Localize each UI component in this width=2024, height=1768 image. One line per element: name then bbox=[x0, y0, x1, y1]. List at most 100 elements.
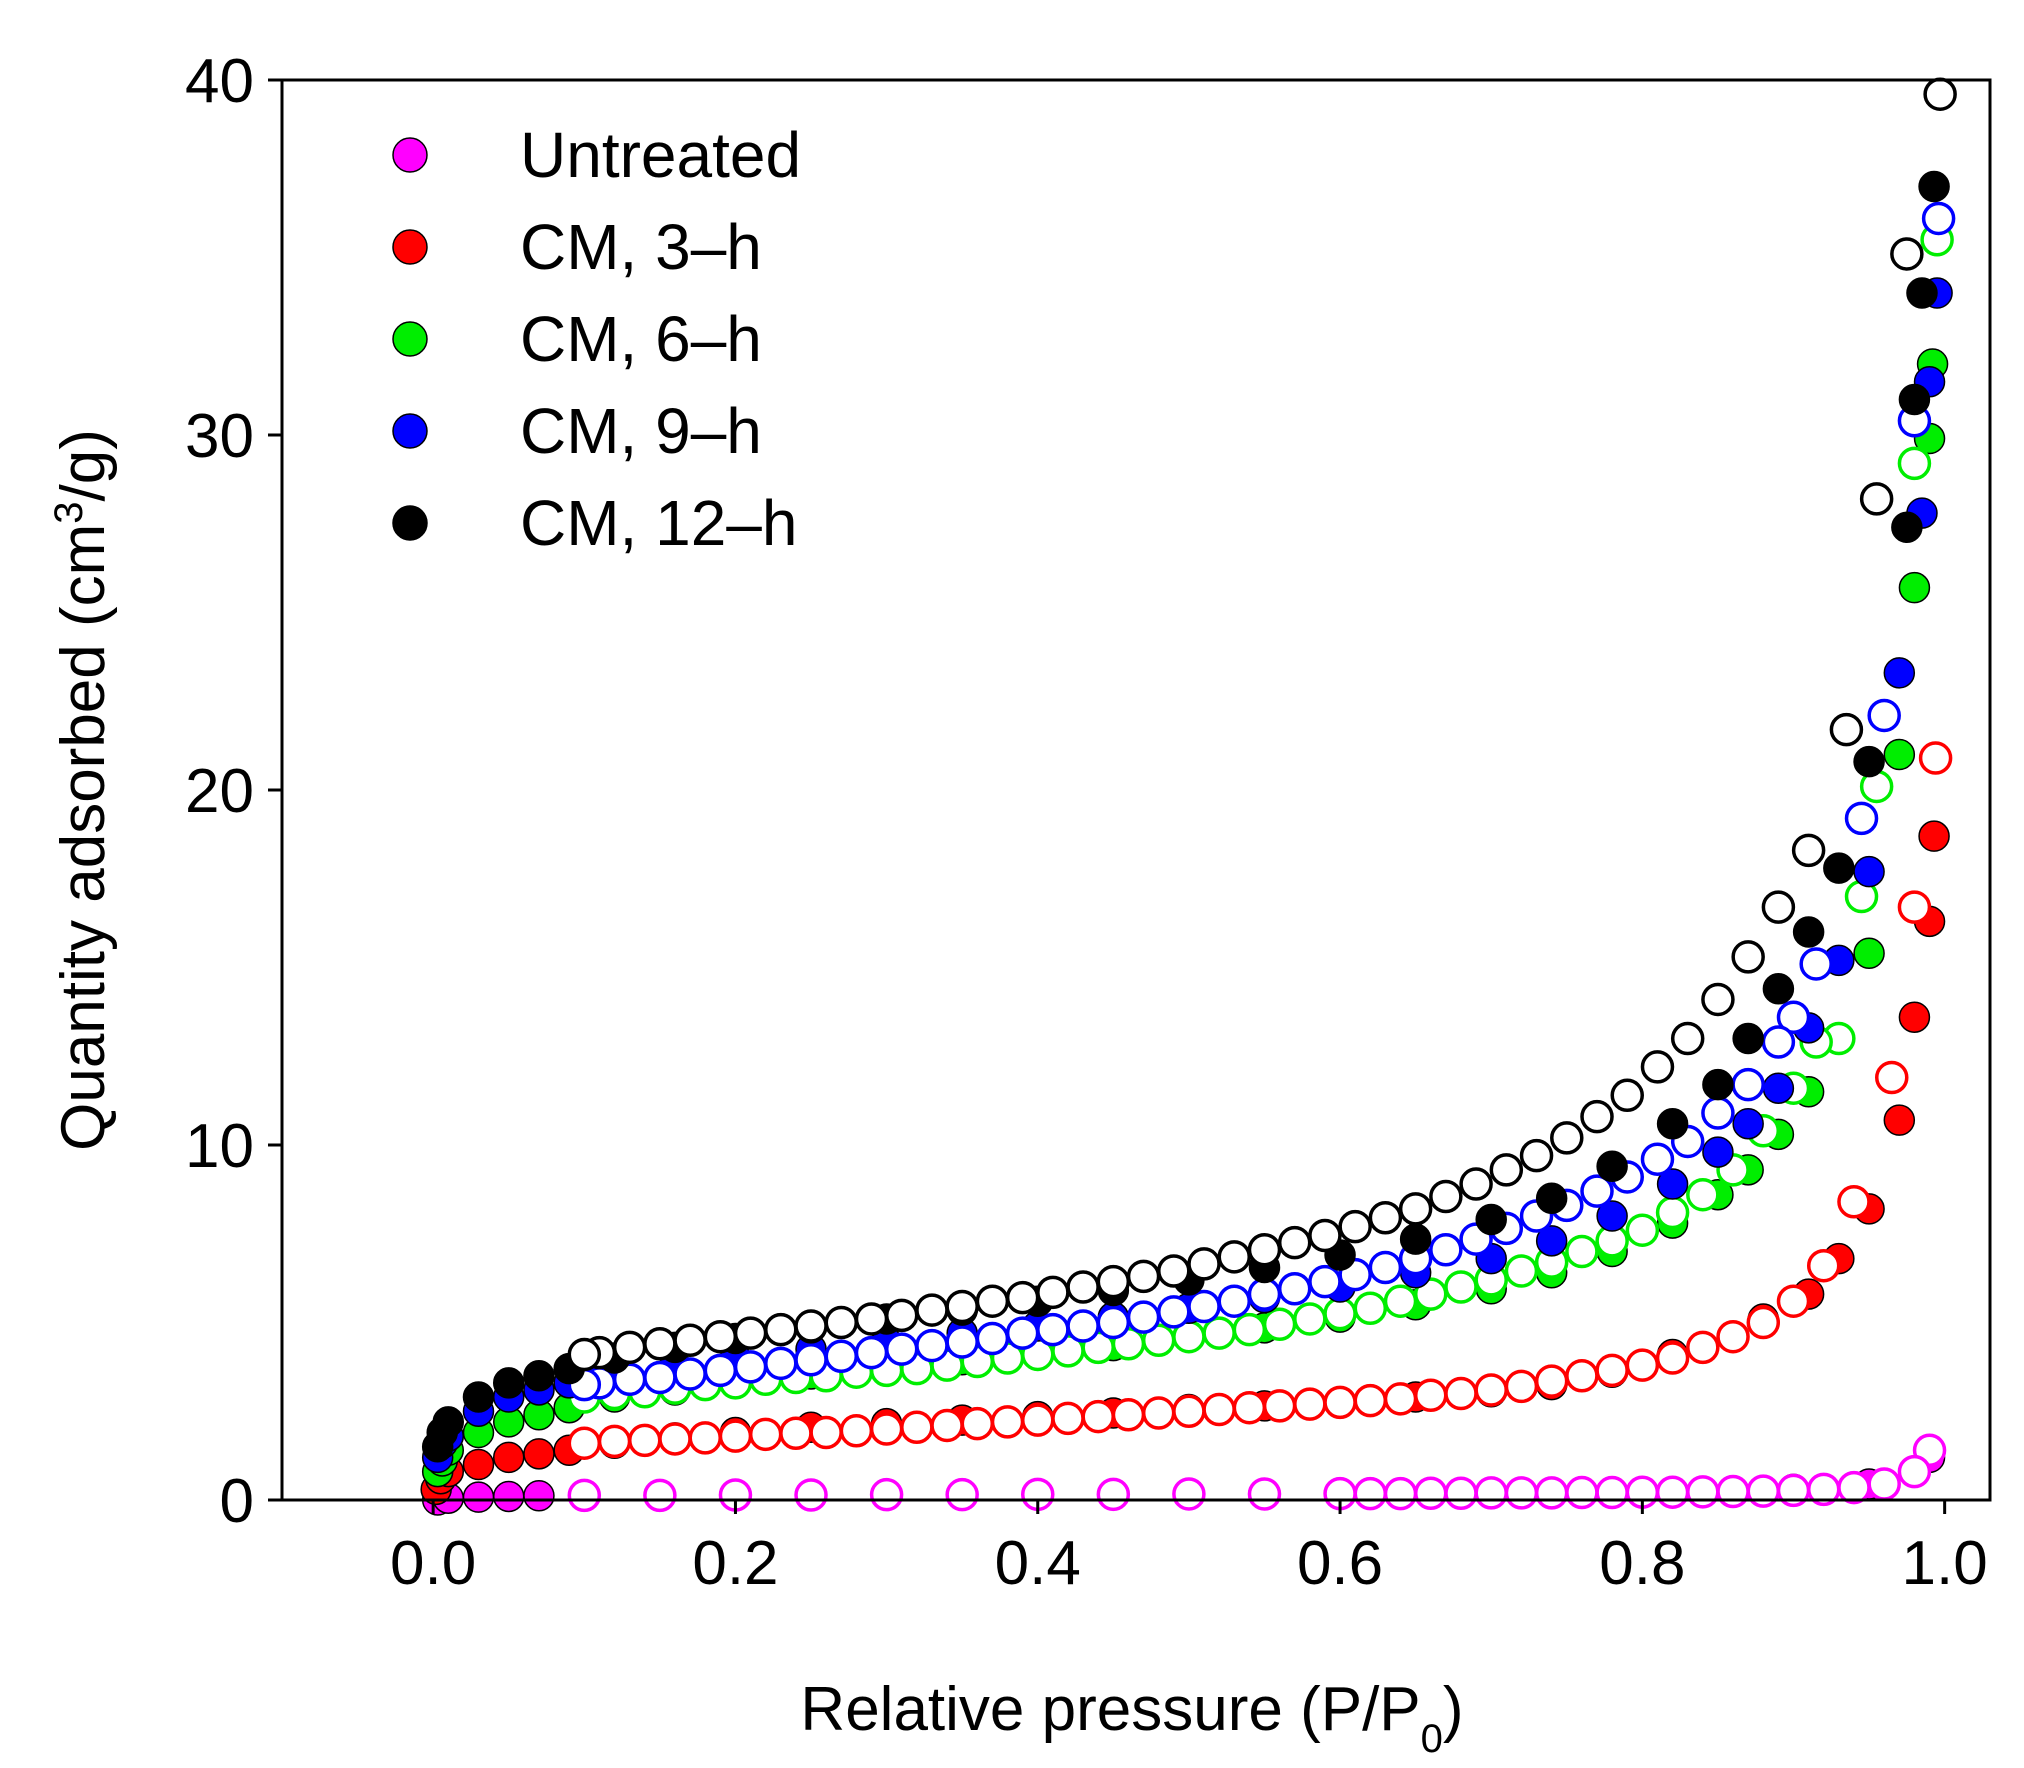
desorption-point bbox=[1036, 1312, 1070, 1347]
adsorption-point bbox=[1853, 937, 1885, 970]
desorption-point bbox=[1595, 1353, 1629, 1388]
desorption-point bbox=[1625, 1213, 1660, 1247]
adsorption-point bbox=[1475, 1203, 1507, 1236]
desorption-point bbox=[1580, 1174, 1614, 1208]
desorption-point bbox=[1670, 1021, 1705, 1056]
desorption-point bbox=[1157, 1254, 1191, 1288]
desorption-point bbox=[612, 1330, 647, 1365]
desorption-point bbox=[1141, 1396, 1176, 1430]
desorption-point bbox=[1383, 1382, 1418, 1416]
desorption-point bbox=[869, 1477, 904, 1512]
desorption-point bbox=[1096, 1477, 1131, 1512]
desorption-point bbox=[1731, 940, 1765, 974]
desorption-point bbox=[673, 1323, 707, 1357]
desorption-point bbox=[1413, 1378, 1448, 1413]
desorption-point bbox=[1172, 1394, 1206, 1428]
adsorption-point bbox=[1732, 1022, 1764, 1055]
adsorption-point bbox=[492, 1367, 525, 1399]
desorption-point bbox=[1580, 1099, 1614, 1134]
adsorption-point bbox=[1762, 973, 1795, 1005]
desorption-point bbox=[1746, 1474, 1781, 1508]
desorption-point bbox=[1005, 1316, 1040, 1350]
desorption-point bbox=[1610, 1078, 1644, 1113]
desorption-point bbox=[1202, 1392, 1236, 1427]
desorption-point bbox=[884, 1332, 919, 1366]
desorption-point bbox=[628, 1423, 662, 1458]
desorption-point bbox=[1066, 1309, 1100, 1343]
desorption-point bbox=[1202, 1316, 1236, 1350]
adsorption-point bbox=[1596, 1150, 1628, 1183]
desorption-point bbox=[1923, 77, 1957, 111]
adsorption-point bbox=[523, 1360, 555, 1392]
adsorption-point bbox=[1656, 1168, 1689, 1200]
x-tick-label: 0.2 bbox=[692, 1529, 778, 1598]
desorption-point bbox=[975, 1321, 1010, 1356]
y-tick-label: 20 bbox=[185, 757, 254, 826]
desorption-point bbox=[1081, 1399, 1115, 1434]
desorption-point bbox=[1806, 1248, 1841, 1283]
desorption-point bbox=[567, 1337, 602, 1372]
desorption-point bbox=[945, 1477, 979, 1512]
adsorption-point bbox=[1906, 277, 1938, 309]
legend-marker bbox=[392, 505, 428, 541]
desorption-point bbox=[915, 1328, 949, 1363]
adsorption-point bbox=[1535, 1182, 1568, 1214]
legend-marker bbox=[392, 321, 428, 357]
desorption-point bbox=[1172, 1477, 1206, 1511]
desorption-point bbox=[915, 1293, 949, 1327]
desorption-point bbox=[945, 1289, 979, 1324]
desorption-point bbox=[1308, 1218, 1342, 1253]
y-axis-title-sup: 3 bbox=[47, 501, 91, 523]
desorption-point bbox=[839, 1414, 874, 1448]
desorption-point bbox=[1308, 1264, 1342, 1299]
desorption-point bbox=[884, 1298, 919, 1333]
desorption-point bbox=[1534, 1476, 1569, 1510]
y-tick-label: 40 bbox=[185, 47, 254, 116]
desorption-point bbox=[1005, 1280, 1040, 1315]
adsorption-point bbox=[432, 1406, 465, 1438]
adsorption-point bbox=[1702, 1136, 1734, 1168]
desorption-point bbox=[1837, 1470, 1871, 1505]
x-tick-label: 1.0 bbox=[1902, 1529, 1988, 1598]
legend-marker bbox=[392, 413, 428, 449]
legend-item: CM, 6–h bbox=[392, 303, 762, 375]
y-axis-title-main: Quantity adsorbed (cm bbox=[49, 524, 118, 1151]
desorption-point bbox=[1897, 890, 1932, 924]
desorption-point bbox=[1383, 1284, 1418, 1318]
adsorption-point bbox=[1399, 1223, 1432, 1255]
desorption-point bbox=[1036, 1275, 1070, 1310]
legend-item: Untreated bbox=[392, 119, 801, 191]
desorption-point bbox=[794, 1309, 828, 1343]
desorption-point bbox=[1111, 1398, 1146, 1432]
adsorption-point bbox=[1702, 1068, 1734, 1101]
desorption-point bbox=[1429, 1232, 1463, 1267]
axis-ticks: 0.0 0.2 0.4 0.6 0.8 1.0 0 10 20 30 40 bbox=[185, 47, 1988, 1598]
desorption-point bbox=[1232, 1312, 1267, 1347]
desorption-point bbox=[1776, 1284, 1811, 1318]
desorption-point bbox=[1640, 1142, 1675, 1176]
adsorption-point bbox=[462, 1381, 495, 1413]
adsorption-point bbox=[492, 1441, 525, 1474]
desorption-point bbox=[1921, 201, 1956, 236]
adsorption-point bbox=[1656, 1107, 1689, 1140]
desorption-point bbox=[1655, 1341, 1690, 1375]
desorption-point bbox=[703, 1319, 738, 1354]
desorption-point bbox=[1051, 1401, 1085, 1436]
desorption-point bbox=[1157, 1295, 1191, 1329]
adsorption-point bbox=[523, 1479, 555, 1512]
desorption-point bbox=[1504, 1476, 1539, 1510]
desorption-point bbox=[1829, 712, 1864, 747]
desorption-point bbox=[975, 1284, 1010, 1318]
desorption-point bbox=[1353, 1476, 1388, 1511]
desorption-point bbox=[1686, 1475, 1720, 1509]
desorption-point bbox=[1867, 698, 1901, 733]
desorption-point bbox=[733, 1316, 768, 1350]
adsorption-point bbox=[1883, 657, 1916, 689]
desorption-point bbox=[643, 1360, 677, 1395]
adsorption-point bbox=[523, 1438, 555, 1470]
desorption-point bbox=[990, 1405, 1025, 1439]
desorption-point bbox=[1731, 1067, 1765, 1102]
desorption-point bbox=[1232, 1390, 1267, 1425]
adsorption-point bbox=[462, 1481, 495, 1513]
